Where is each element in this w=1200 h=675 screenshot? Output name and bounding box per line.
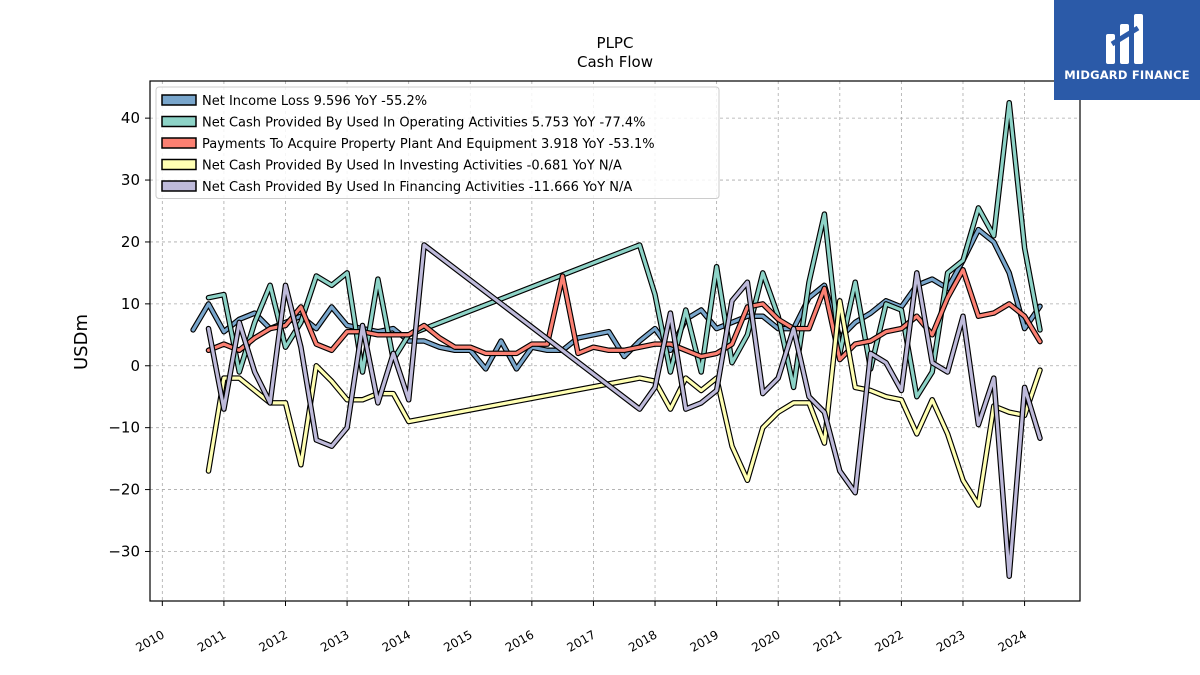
y-tick-label: 20 [121,233,140,251]
series-1 [205,99,1043,400]
brand-logo: MIDGARD FINANCE [1054,0,1200,100]
y-axis-ticks: −30 −20 −10 0 10 20 30 40 [108,109,150,560]
legend-label: Net Cash Provided By Used In Operating A… [202,116,645,131]
x-tick-label: 2011 [195,627,228,654]
y-tick-label: −20 [108,481,140,499]
x-tick-label: 2022 [872,627,905,654]
series-lines [190,99,1043,579]
legend-swatch [161,115,197,128]
series-line [191,228,1042,371]
legend-label: Payments To Acquire Property Plant And E… [202,137,655,152]
legend-label: Net Cash Provided By Used In Investing A… [202,159,622,174]
legend-swatch [161,180,197,192]
series-0 [190,226,1043,372]
x-tick-label: 2013 [318,627,351,654]
y-tick-label: −10 [108,419,140,437]
legend: Net Income Loss 9.596 YoY -55.2% Net Cash… [155,86,720,199]
x-axis-ticks: 2010 2011 2012 2013 2014 2015 2016 2017 2018 2019… [133,601,1029,655]
y-tick-label: 10 [121,295,140,313]
legend-swatch [161,158,197,171]
y-axis-label: USDm [71,314,92,370]
x-tick-label: 2019 [688,627,721,654]
series-4 [205,242,1043,579]
plot-frame [149,80,1081,602]
legend-swatch [161,94,197,106]
legend-label: Net Cash Provided By Used In Financing A… [202,180,632,195]
series-outline [205,298,1043,508]
y-tick-label: −30 [108,542,140,560]
x-tick-label: 2017 [564,627,597,654]
series-line [206,268,1042,362]
chart-subtitle: Cash Flow [577,53,653,71]
legend-label: Net Income Loss 9.596 YoY -55.2% [202,94,427,109]
x-tick-label: 2012 [257,627,290,654]
x-tick-label: 2010 [133,627,166,654]
series-line [206,101,1042,399]
series-3 [205,298,1043,508]
y-tick-label: 0 [130,357,140,375]
brand-mark-icon [1106,14,1143,64]
y-tick-label: 40 [121,109,140,127]
x-tick-label: 2020 [749,627,782,654]
legend-box [155,86,720,199]
x-tick-label: 2023 [934,627,967,654]
x-tick-label: 2024 [996,627,1029,654]
legend-swatch [161,137,197,149]
brand-name: MIDGARD FINANCE [1064,68,1190,82]
x-tick-label: 2014 [380,627,413,654]
chart-title: PLPC [597,34,634,52]
x-tick-label: 2018 [626,627,659,654]
series-2 [205,267,1043,363]
x-tick-label: 2016 [503,627,536,654]
y-tick-label: 30 [121,171,140,189]
x-tick-label: 2021 [811,627,844,654]
series-line [206,243,1042,578]
x-tick-label: 2015 [441,627,474,654]
series-line [206,299,1042,507]
